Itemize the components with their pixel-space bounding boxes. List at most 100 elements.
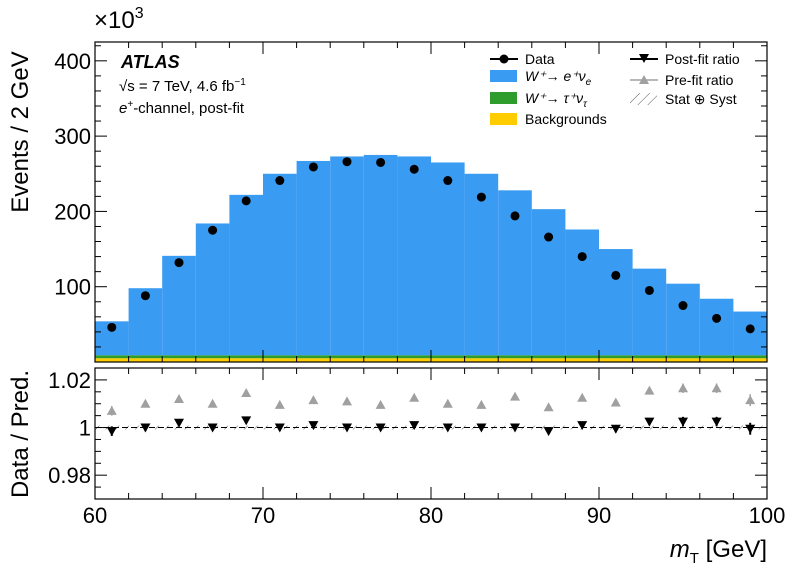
pre-fit-point (644, 385, 655, 395)
lower-plot-frame (94, 367, 768, 500)
y-multiplier: ×103 (94, 5, 144, 34)
post-fit-point (342, 423, 352, 433)
w-enu-bar (330, 156, 364, 356)
legend-item-data: Data (490, 51, 555, 67)
w-taunu-bar (699, 355, 734, 359)
background-bar (195, 358, 230, 362)
legend-wenu-sub: e (586, 77, 592, 88)
w-taunu-bar (666, 355, 700, 359)
w-enu-bar (464, 173, 499, 356)
background-bar (95, 358, 129, 362)
w-taunu-bar (128, 355, 163, 359)
x-tick-label: 90 (587, 503, 611, 528)
data-point (577, 252, 587, 262)
w-enu-bar (733, 311, 767, 356)
data-point (510, 211, 520, 221)
post-fit-point (241, 416, 252, 426)
y-multiplier-exp: 3 (135, 5, 144, 22)
upper-y-axis: 100 200 300 400 (54, 45, 767, 348)
w-taunu-bar (565, 355, 599, 359)
post-fit-point (610, 424, 621, 434)
pre-fit-point (308, 395, 319, 405)
w-taunu-bar (363, 355, 398, 359)
x-axis: 60 70 80 90 100 (83, 368, 785, 528)
background-bar (296, 358, 331, 362)
x-axis-label-sub: T (690, 550, 699, 567)
legend-item-pre-fit: Pre-fit ratio (630, 72, 734, 88)
post-fit-point (644, 417, 655, 427)
inv-fb-exp: −1 (234, 77, 246, 88)
w-enu-bar (531, 209, 566, 356)
legend-bkg-label: Backgrounds (525, 111, 607, 127)
pre-fit-point (106, 405, 117, 415)
upper-x-ticks (94, 42, 768, 362)
background-bar (397, 358, 431, 362)
x-tick-label: 60 (83, 503, 107, 528)
data-point (409, 164, 419, 174)
data-point (745, 324, 755, 334)
w-enu-bar (666, 283, 700, 356)
pre-fit-point (342, 396, 352, 406)
post-fit-point (745, 424, 756, 434)
legend-syst-swatch (630, 93, 657, 105)
data-point (678, 301, 688, 311)
data-point (208, 225, 218, 235)
channel-sup: + (127, 99, 133, 110)
post-fit-point (308, 421, 319, 431)
background-bar (128, 358, 163, 362)
x-tick-label: 80 (419, 503, 443, 528)
w-enu-bar (699, 298, 734, 356)
legend-wtaunu-label: W⁺→ τ⁺ντ (525, 90, 588, 110)
background-bar (531, 358, 566, 362)
w-taunu-bar (263, 355, 297, 359)
data-point (342, 157, 352, 167)
background-bar (363, 358, 398, 362)
background-bar (498, 358, 532, 362)
pre-fit-point (577, 392, 588, 402)
w-enu-bar (599, 249, 633, 356)
w-taunu-bar (632, 355, 667, 359)
pre-fit-point (241, 388, 252, 398)
channel-rest: -channel, post-fit (133, 100, 245, 117)
channel-label: e+-channel, post-fit (119, 99, 245, 117)
w-taunu-bar (229, 355, 263, 359)
post-fit-ratio-points (106, 416, 756, 437)
lower-y-tick-label: 1 (79, 416, 91, 441)
background-bar (699, 358, 734, 362)
legend-syst-label: Stat ⊕ Syst (665, 91, 737, 107)
legend-wenu-swatch (490, 70, 517, 82)
post-fit-point (678, 417, 688, 427)
background-bar (632, 358, 667, 362)
data-point (241, 196, 251, 206)
background-bar (733, 358, 767, 362)
legend-item-backgrounds: Backgrounds (490, 111, 607, 127)
y-multiplier-base: ×10 (94, 7, 135, 34)
lower-y-tick-label: 0.98 (48, 463, 91, 488)
atlas-label: ATLAS (120, 52, 180, 72)
x-axis-label: mT [GeV] (670, 536, 767, 567)
legend-wtaunu-swatch (490, 92, 517, 104)
data-point (107, 322, 117, 332)
post-fit-point (106, 427, 117, 437)
w-taunu-bar (531, 355, 566, 359)
pre-fit-point (543, 402, 554, 412)
legend-post-label: Post-fit ratio (665, 51, 740, 67)
lower-y-tick-label: 1.02 (48, 368, 91, 393)
post-fit-point (409, 421, 420, 431)
w-taunu-bar (296, 355, 331, 359)
pre-fit-point (745, 395, 756, 405)
background-bar (162, 358, 196, 362)
lower-y-axis-label: Data / Pred. (7, 370, 34, 498)
data-point (611, 270, 621, 280)
legend-post-marker (639, 54, 649, 63)
data-point (644, 285, 654, 295)
x-axis-label-m: m (670, 536, 690, 563)
y-tick-label: 100 (54, 275, 91, 300)
sqrt-s: √s (119, 78, 135, 95)
pre-fit-point (610, 397, 621, 407)
data-point (275, 176, 285, 186)
data-points (107, 157, 755, 334)
background-bar (431, 358, 465, 362)
data-point (712, 313, 722, 323)
